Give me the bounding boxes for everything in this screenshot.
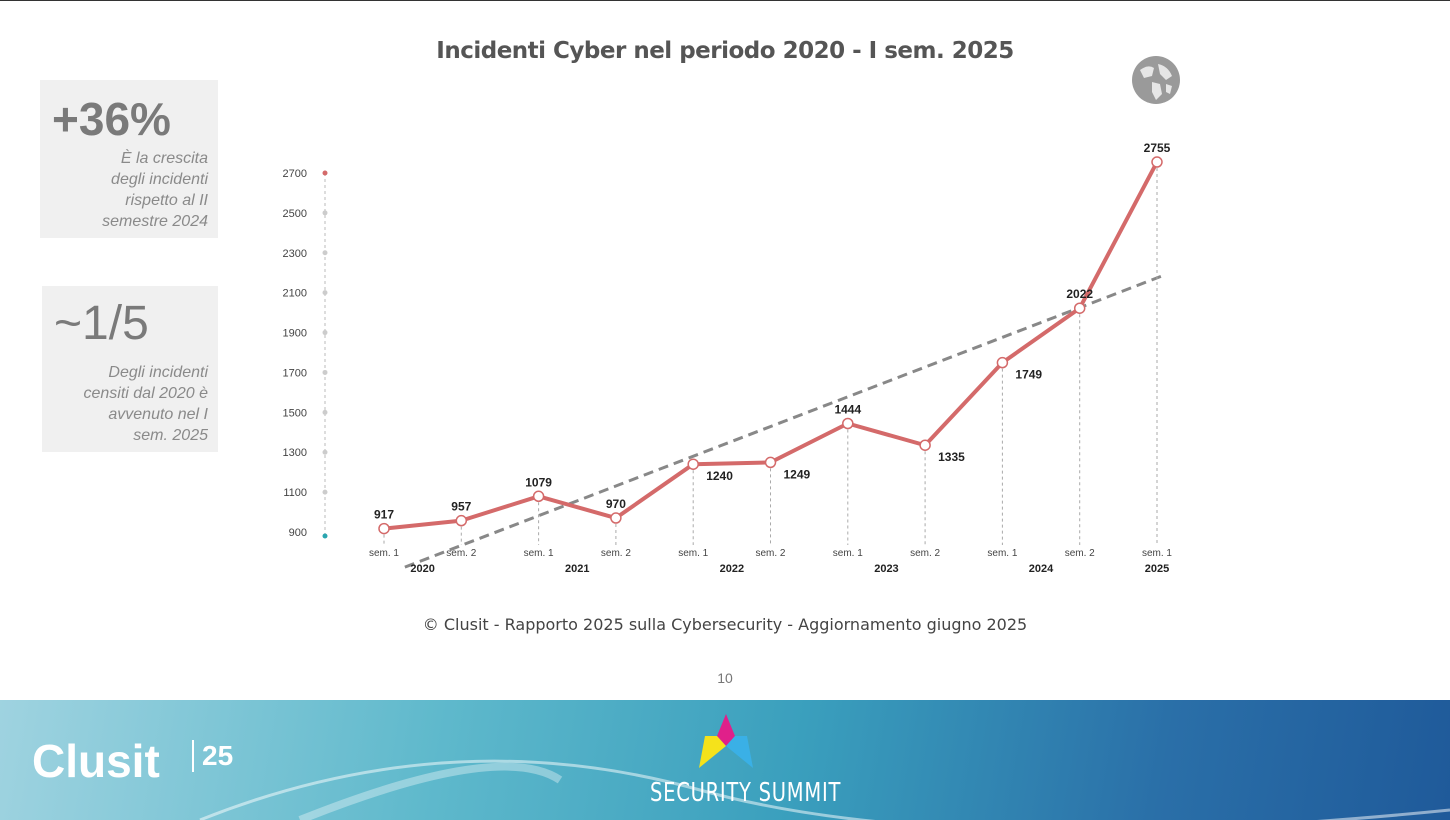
y-tick-marker — [322, 170, 328, 176]
data-point — [919, 439, 931, 451]
stat-line: censiti dal 2020 è — [83, 385, 208, 402]
stat-line: sem. 2025 — [133, 427, 208, 444]
x-year-label: 2022 — [720, 563, 744, 575]
stat-value: ~1/5 — [54, 297, 149, 350]
globe-icon — [1132, 56, 1180, 104]
data-point — [996, 356, 1009, 369]
y-tick-label: 2300 — [283, 248, 307, 260]
data-point — [842, 417, 854, 430]
y-tick-label: 1100 — [283, 487, 307, 499]
stat-line: avvenuto nel I — [108, 406, 208, 423]
x-tick-label: sem. 2 — [446, 548, 476, 559]
x-tick-label: sem. 1 — [987, 548, 1017, 559]
top-border — [0, 0, 1450, 1]
x-tick-label: sem. 1 — [524, 548, 554, 559]
stat-line: degli incidenti — [111, 171, 208, 188]
y-tick-label: 1900 — [283, 328, 307, 340]
data-label: 1749 — [1015, 368, 1042, 382]
x-tick-label: sem. 1 — [1142, 548, 1172, 559]
y-tick-marker — [322, 210, 328, 216]
x-year-label: 2025 — [1145, 563, 1169, 575]
series-line — [383, 161, 1159, 531]
data-label: 1240 — [706, 469, 733, 483]
data-point — [455, 514, 468, 527]
data-label: 1335 — [938, 450, 965, 464]
page-number: 10 — [717, 670, 733, 686]
trendline — [404, 273, 1166, 569]
slide-title: Incidenti Cyber nel periodo 2020 - I sem… — [436, 38, 1014, 64]
x-tick-label: sem. 2 — [1065, 548, 1095, 559]
y-tick-label: 1300 — [283, 447, 307, 459]
data-label: 1249 — [784, 467, 811, 481]
stat-description: È la crescita degli incidenti rispetto a… — [102, 148, 208, 232]
y-tick-marker — [322, 489, 328, 495]
y-tick-marker — [322, 250, 328, 256]
y-tick-marker — [322, 409, 328, 415]
x-tick-label: sem. 1 — [833, 548, 863, 559]
x-year-label: 2021 — [565, 563, 589, 575]
y-tick-label: 2500 — [283, 208, 307, 220]
stat-line: rispetto al II — [125, 192, 208, 209]
data-label: 1079 — [525, 475, 552, 489]
y-tick-marker — [322, 533, 328, 539]
data-point — [532, 490, 545, 503]
x-tick-label: sem. 1 — [369, 548, 399, 559]
x-year-label: 2020 — [410, 563, 434, 575]
data-label: 1444 — [834, 403, 861, 417]
y-tick-label: 900 — [289, 527, 307, 539]
stat-line: semestre 2024 — [102, 213, 208, 230]
data-point — [610, 512, 622, 524]
clusit-25-badge: 25 — [192, 740, 233, 772]
x-tick-label: sem. 2 — [910, 548, 940, 559]
data-point — [687, 458, 699, 470]
x-tick-label: sem. 1 — [678, 548, 708, 559]
source-caption: © Clusit - Rapporto 2025 sulla Cybersecu… — [422, 615, 1028, 634]
data-label: 2755 — [1144, 141, 1171, 155]
x-year-label: 2023 — [874, 563, 898, 575]
y-tick-marker — [322, 449, 328, 455]
y-tick-label: 2100 — [283, 288, 307, 300]
data-label: 2022 — [1066, 287, 1093, 301]
data-label: 957 — [451, 500, 471, 514]
stat-line: Degli incidenti — [108, 364, 208, 381]
line-chart: 900 1100 1300 1500 1700 1900 2100 2300 2500 2700 9… — [283, 141, 1173, 575]
stat-value: +36% — [52, 93, 171, 145]
y-tick-marker — [322, 290, 328, 296]
y-tick-label: 2700 — [283, 168, 307, 180]
footer-swoosh — [199, 759, 1450, 820]
x-year-label: 2024 — [1029, 563, 1054, 575]
data-point — [764, 456, 777, 469]
y-tick-label: 1500 — [283, 407, 307, 419]
data-label: 970 — [606, 497, 626, 511]
data-point — [1151, 156, 1163, 168]
stat-line: È la crescita — [120, 150, 208, 167]
security-summit-logo-icon — [699, 714, 753, 768]
y-tick-label: 1700 — [283, 367, 307, 379]
x-tick-label: sem. 2 — [755, 548, 785, 559]
data-point — [1073, 302, 1086, 314]
x-tick-label: sem. 2 — [601, 548, 631, 559]
security-summit-logo: SECURITY SUMMIT — [650, 778, 842, 808]
stat-box-growth: +36% È la crescita degli incidenti rispe… — [40, 80, 218, 238]
footer-banner: Clusit 25 SECURITY SUMMIT — [0, 700, 1450, 820]
data-point — [378, 522, 390, 535]
y-tick-marker — [322, 369, 328, 375]
stat-description: Degli incidenti censiti dal 2020 è avven… — [83, 362, 208, 446]
stat-box-share: ~1/5 Degli incidenti censiti dal 2020 è … — [42, 286, 218, 452]
data-label: 917 — [374, 508, 394, 522]
y-tick-marker — [322, 330, 328, 336]
clusit-logo: Clusit — [32, 735, 160, 787]
